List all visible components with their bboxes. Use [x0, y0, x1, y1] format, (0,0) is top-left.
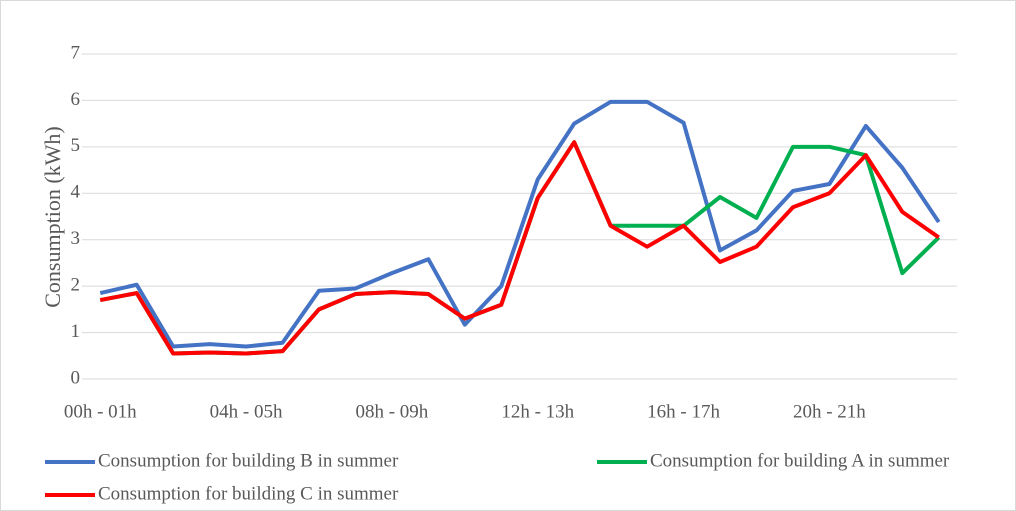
y-tick-label: 1: [71, 321, 81, 342]
y-tick-label: 3: [71, 228, 81, 249]
data-line: [99, 99, 941, 349]
y-tick-label: 4: [71, 182, 81, 203]
y-axis-label: Consumption (kWh): [40, 126, 65, 308]
y-tick-label: 2: [71, 275, 81, 296]
y-tick-label: 0: [71, 367, 81, 388]
y-tick-label: 5: [71, 135, 81, 156]
legend-label: Consumption for building C in summer: [98, 483, 399, 504]
legend-label: Consumption for building B in summer: [98, 450, 399, 471]
legend-label: Consumption for building A in summer: [650, 450, 950, 471]
y-tick-label: 6: [71, 89, 81, 110]
x-tick-label: 04h - 05h: [210, 401, 283, 422]
x-tick-label: 08h - 09h: [355, 401, 428, 422]
x-tick-label: 20h - 21h: [793, 401, 866, 422]
y-tick-label: 7: [71, 42, 81, 63]
x-tick-label: 12h - 13h: [501, 401, 574, 422]
x-tick-label: 16h - 17h: [647, 401, 720, 422]
data-line: [99, 140, 940, 356]
x-tick-label: 00h - 01h: [64, 401, 137, 422]
